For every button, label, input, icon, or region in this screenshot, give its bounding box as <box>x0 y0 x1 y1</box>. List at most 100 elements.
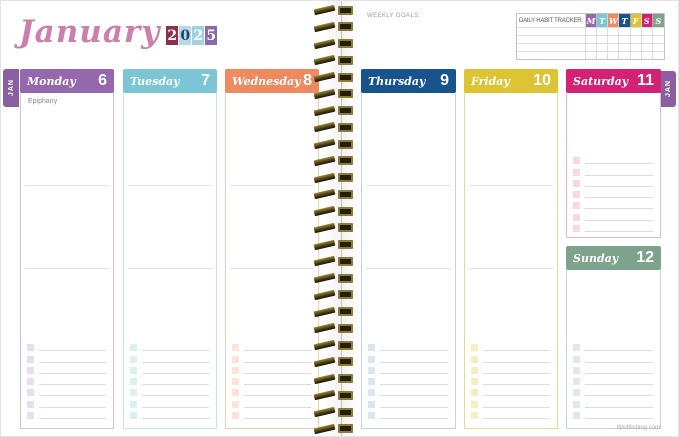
checkbox <box>27 344 34 352</box>
checklist-line <box>483 361 550 363</box>
coil-right-segment <box>338 5 353 15</box>
checkbox <box>368 378 375 386</box>
coil-left-segment <box>313 239 336 250</box>
checklist-line <box>585 361 653 363</box>
day-name: Wednesday <box>232 74 301 88</box>
checkbox <box>232 400 239 408</box>
coil-right-segment <box>338 189 353 199</box>
checklist-row <box>232 340 311 352</box>
habit-day-wednesday: W <box>608 14 620 27</box>
checkbox <box>573 366 580 374</box>
spiral-coil-icon <box>313 289 366 301</box>
checklist-line <box>380 406 448 408</box>
habit-tracker-cell <box>652 43 664 51</box>
checklist-row <box>130 396 209 408</box>
habit-tracker-cell <box>630 51 642 59</box>
checkbox <box>573 344 580 352</box>
day-header: Monday 6 <box>20 69 114 93</box>
checkbox <box>573 412 580 419</box>
habit-tracker-cell <box>619 27 631 35</box>
section-divider <box>230 268 314 269</box>
checklist-row <box>471 385 550 397</box>
checklist-line <box>39 361 106 363</box>
checklist <box>130 340 209 419</box>
section-divider <box>366 268 451 269</box>
checklist-row <box>573 374 653 386</box>
spiral-coil-icon <box>313 423 366 435</box>
checklist-row <box>573 340 653 352</box>
coil-right-segment <box>338 173 353 182</box>
coil-left-segment <box>313 289 336 301</box>
checkbox <box>130 366 137 374</box>
section-divider <box>469 185 553 186</box>
habit-tracker-grid <box>517 27 664 59</box>
checklist-row <box>368 363 448 374</box>
holiday-label: Epiphany <box>28 98 58 105</box>
month-tab-label: JAN <box>664 80 672 98</box>
checklist-line <box>585 231 653 232</box>
habit-tracker-cell <box>641 35 653 43</box>
checkbox <box>368 412 375 419</box>
habit-tracker-header: DAILY HABIT TRACKER: M T W T F S S <box>517 14 664 27</box>
weekly-goals-label: WEEKLY GOALS: <box>367 13 421 19</box>
coil-right-segment <box>338 89 353 99</box>
checklist-row <box>368 340 448 352</box>
coil-right-segment <box>338 240 353 249</box>
publisher-url: tfpublishing.com <box>616 425 660 431</box>
coil-right-segment <box>338 156 353 166</box>
coil-right-segment <box>338 22 353 32</box>
coil-left-segment <box>313 21 336 33</box>
checklist-row <box>471 396 550 408</box>
checklist-line <box>39 384 106 386</box>
habit-tracker-cell <box>586 51 598 59</box>
habit-tracker-cell <box>652 27 664 35</box>
coil-left-segment <box>313 255 336 267</box>
year-badge: 2 0 2 5 <box>166 26 218 45</box>
habit-tracker-cell <box>630 35 642 43</box>
checkbox <box>573 168 580 176</box>
checklist-row <box>130 408 209 419</box>
day-column-sunday: Sunday 12 <box>566 246 661 429</box>
spiral-coil-icon <box>313 205 366 217</box>
day-number: 12 <box>636 249 654 266</box>
habit-tracker-cell <box>619 35 631 43</box>
day-number: 7 <box>201 72 210 89</box>
habit-tracker-cell <box>597 27 609 35</box>
coil-left-segment <box>313 71 336 83</box>
day-notes-area <box>123 93 217 429</box>
checklist-line <box>483 395 550 397</box>
checklist-row <box>27 363 106 374</box>
coil-left-segment <box>313 406 336 418</box>
checkbox <box>573 213 580 221</box>
habit-tracker-cell <box>597 51 609 59</box>
coil-right-segment <box>338 290 353 300</box>
habit-day-thursday: T <box>619 14 631 27</box>
holiday-label <box>465 93 557 111</box>
checkbox <box>130 355 137 363</box>
checklist-row <box>232 396 311 408</box>
coil-right-segment <box>338 407 353 417</box>
habit-tracker-label: DAILY HABIT TRACKER: <box>517 14 586 27</box>
checkbox <box>573 389 580 397</box>
checklist <box>471 340 550 419</box>
checklist-line <box>244 361 311 363</box>
spiral-coil-icon <box>313 255 366 267</box>
checklist-row <box>573 363 653 374</box>
habit-tracker-cell <box>597 35 609 43</box>
checklist-line <box>380 395 448 397</box>
coil-left-segment <box>313 172 336 183</box>
checklist-line <box>585 163 653 165</box>
checklist-line <box>585 197 653 199</box>
checklist-line <box>483 384 550 386</box>
spiral-coil-icon <box>313 272 366 284</box>
coil-left-segment <box>313 373 336 384</box>
habit-tracker-cell <box>517 27 586 35</box>
coil-left-segment <box>313 306 336 317</box>
checklist-line <box>39 406 106 408</box>
spiral-coil-icon <box>313 155 366 167</box>
habit-tracker-cell <box>586 35 598 43</box>
day-number: 11 <box>637 72 654 89</box>
checklist-line <box>142 361 209 363</box>
coil-right-segment <box>338 374 353 383</box>
year-digit: 5 <box>205 26 218 45</box>
